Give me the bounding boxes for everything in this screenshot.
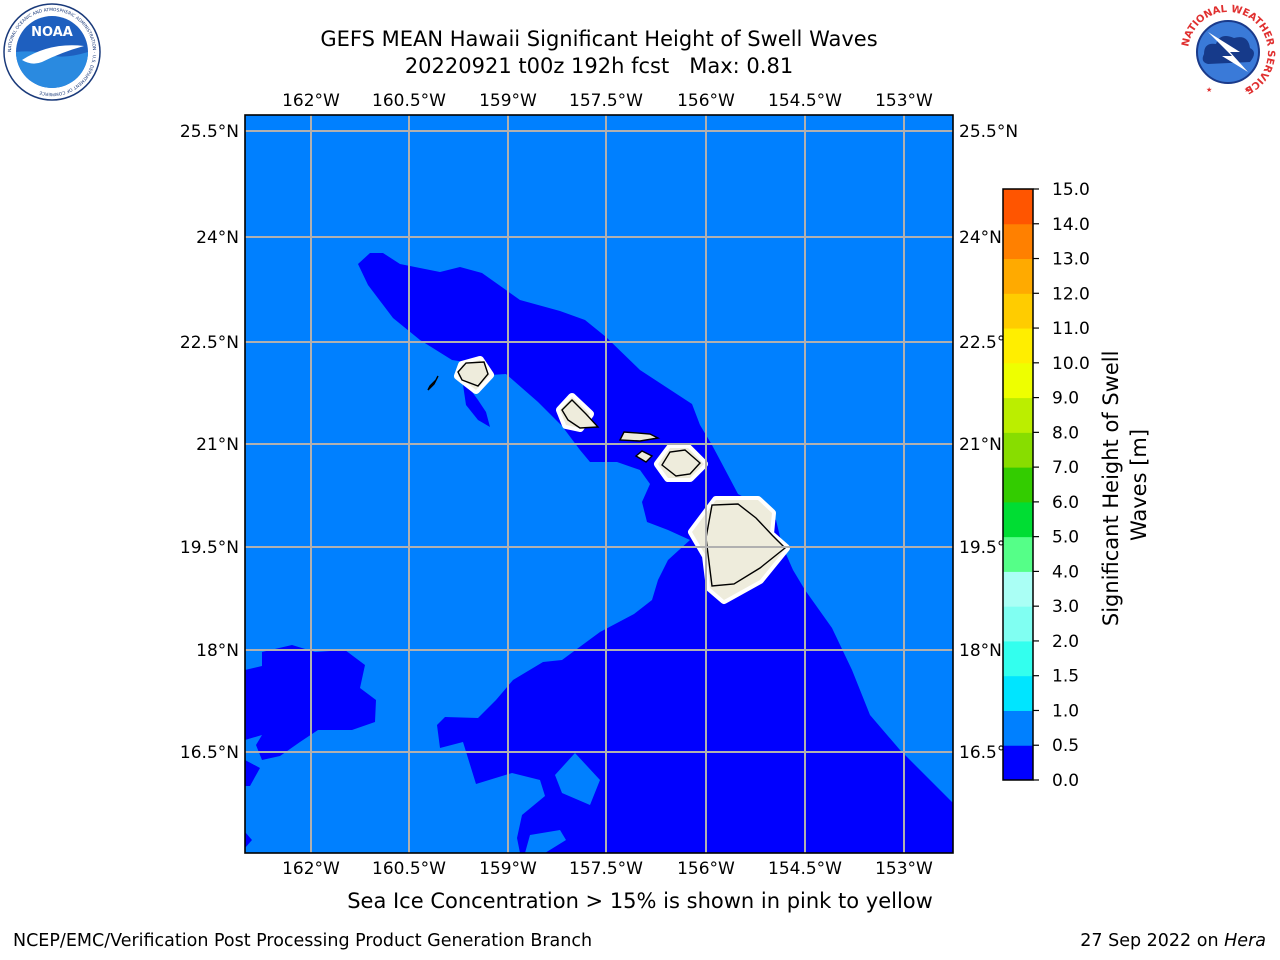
colorbar-tick-label: 6.0 (1052, 493, 1079, 513)
colorbar-tick-label: 0.5 (1052, 736, 1079, 756)
chart-title: GEFS MEAN Hawaii Significant Height of S… (320, 27, 878, 51)
coastline-molokai (618, 431, 661, 442)
longitude-labels-bottom: 162°W 160.5°W 159°W 157.5°W 156°W 154.5°W 153°… (282, 859, 933, 879)
chart-subtitle: 20220921 t00z 192h fcst Max: 0.81 (0, 53, 1198, 80)
swell-band-0.5-1.0-pocket (525, 830, 566, 853)
lat-label: 24°N (959, 228, 1002, 248)
lat-label: 18°N (959, 641, 1002, 661)
colorbar-bin (1003, 606, 1033, 642)
colorbar-label: Significant Height of Swell Waves [m] (1099, 344, 1151, 626)
forecast-run-label: 20220921 t00z 192h fcst (404, 54, 670, 78)
lon-label: 153°W (875, 859, 933, 879)
colorbar-tick-label: 14.0 (1052, 215, 1090, 235)
max-value-label: Max: 0.81 (689, 54, 794, 78)
lon-label: 154.5°W (768, 859, 842, 879)
colorbar-bin (1003, 536, 1033, 572)
lon-label: 157.5°W (569, 859, 643, 879)
colorbar-bin (1003, 397, 1033, 433)
lat-label: 25.5°N (959, 122, 1018, 142)
colorbar-tick-label: 8.0 (1052, 423, 1079, 443)
colorbar-tick-label: 1.0 (1052, 701, 1079, 721)
lon-label: 162°W (282, 91, 340, 111)
colorbar-tick-label: 13.0 (1052, 250, 1090, 270)
noaa-logo: NOAA NATIONAL OCEANIC AND ATMOSPHERIC AD… (3, 3, 101, 101)
svg-text:★: ★ (1244, 86, 1250, 94)
lon-label: 162°W (282, 859, 340, 879)
colorbar-bin (1003, 293, 1033, 329)
longitude-labels-top: 162°W 160.5°W 159°W 157.5°W 156°W 154.5°W 153°… (282, 91, 933, 111)
coastline-kauai (457, 361, 489, 387)
land-masses (427, 356, 790, 604)
colorbar-tick-label: 4.0 (1052, 562, 1079, 582)
colorbar-bin (1003, 501, 1033, 538)
colorbar-frame (1002, 188, 1034, 781)
colorbar-tick-label: 3.0 (1052, 597, 1079, 617)
colorbar-bin (1003, 710, 1033, 746)
sea-ice-note: Sea Ice Concentration > 15% is shown in … (347, 889, 933, 913)
lon-label: 154.5°W (768, 91, 842, 111)
colorbar-bin (1003, 328, 1033, 364)
lat-label: 16.5°N (180, 743, 239, 763)
colorbar-bin (1003, 362, 1033, 399)
coastline-oahu (561, 399, 600, 429)
colorbar-tick-label: 12.0 (1052, 284, 1090, 304)
lat-label: 21°N (959, 435, 1002, 455)
colorbar-tick-label: 5.0 (1052, 528, 1079, 548)
lon-label: 157.5°W (569, 91, 643, 111)
latitude-labels-left: 25.5°N 24°N 22.5°N 21°N 19.5°N 18°N 16.5°N (180, 122, 239, 763)
colorbar-tick-label: 1.5 (1052, 667, 1079, 687)
lon-label: 153°W (875, 91, 933, 111)
lon-label: 159°W (479, 91, 537, 111)
colorbar-bin (1003, 258, 1033, 294)
nws-logo: NATIONAL WEATHER SERVICE ★ ★ (1180, 4, 1276, 99)
colorbar-bin (1003, 467, 1033, 503)
lon-label: 160.5°W (372, 859, 446, 879)
noaa-text: NOAA (31, 25, 73, 40)
map-area (245, 115, 953, 853)
lon-label: 160.5°W (372, 91, 446, 111)
colorbar-bin (1003, 189, 1033, 225)
colorbar-bin (1003, 640, 1033, 677)
swell-band-0.5-1.0-pocket (555, 753, 600, 805)
coastline-maui (661, 449, 702, 477)
colorbar-bin (1003, 745, 1033, 781)
footer-host: Hera (1224, 931, 1266, 951)
lat-label: 25.5°N (180, 122, 239, 142)
lat-label: 18°N (196, 641, 239, 661)
colorbar-bin (1003, 223, 1033, 260)
colorbar-tick-label: 2.0 (1052, 632, 1079, 652)
svg-text:★: ★ (1206, 86, 1212, 94)
swell-band-0-0.5-kauai (462, 378, 490, 427)
map-frame (244, 114, 954, 854)
lat-label: 24°N (196, 228, 239, 248)
colorbar-tick-label: 15.0 (1052, 180, 1090, 200)
colorbar-tick-label: 9.0 (1052, 389, 1079, 409)
swell-band-0-0.5-southwest (245, 832, 252, 848)
lat-label: 22.5°N (180, 333, 239, 353)
colorbar-tick-label: 10.0 (1052, 354, 1090, 374)
coastline-hawaii (705, 503, 787, 587)
colorbar-tick-label: 11.0 (1052, 319, 1090, 339)
colorbar-bin (1003, 571, 1033, 607)
colorbar-bin (1003, 675, 1033, 711)
footer-date: 27 Sep 2022 on Hera (1080, 931, 1266, 951)
colorbar-tick-label: 0.0 (1052, 771, 1079, 791)
lon-label: 156°W (677, 859, 735, 879)
coastline-lanai (634, 450, 654, 463)
lon-label: 159°W (479, 859, 537, 879)
lat-label: 19.5°N (180, 538, 239, 558)
coastline-niihau (427, 375, 439, 391)
footer-date-text: 27 Sep 2022 on (1080, 931, 1219, 951)
graticule (245, 115, 953, 853)
swell-band-0-0.5-southwest (245, 760, 260, 786)
footer-credit: NCEP/EMC/Verification Post Processing Pr… (13, 931, 593, 951)
colorbar-tick-label: 7.0 (1052, 458, 1079, 478)
lon-label: 156°W (677, 91, 735, 111)
colorbar: 0.0 0.5 1.0 1.5 2.0 3.0 4.0 5.0 6.0 7.0 8.0 9.0 10.0… (1002, 180, 1090, 791)
colorbar-bin (1003, 432, 1033, 468)
lat-label: 21°N (196, 435, 239, 455)
